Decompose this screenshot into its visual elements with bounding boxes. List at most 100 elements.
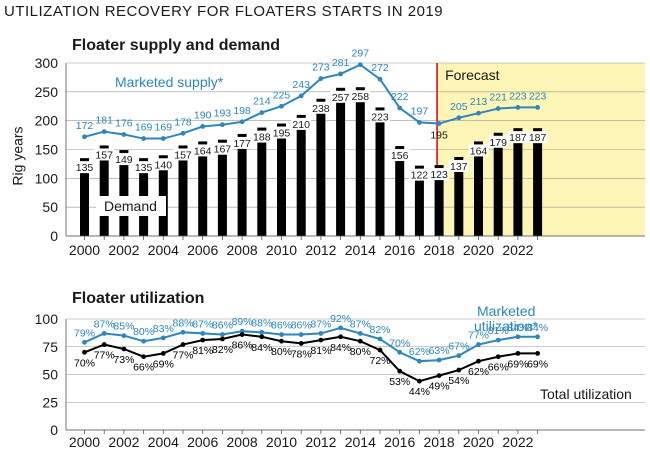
bottom-y-tick-label: 25 bbox=[42, 394, 58, 410]
total-utilization-value-label: 49% bbox=[429, 381, 450, 393]
bottom-x-tick-label: 2002 bbox=[108, 434, 139, 450]
demand-value-label: 188 bbox=[253, 132, 271, 144]
marketed-supply-point bbox=[220, 122, 225, 128]
marketed-supply-value-label: 225 bbox=[273, 89, 291, 101]
top-x-tick-label: 2004 bbox=[148, 242, 179, 258]
total-utilization-value-label: 81% bbox=[310, 345, 331, 357]
bottom-x-tick-label: 2004 bbox=[148, 434, 179, 450]
demand-value-label: 157 bbox=[95, 149, 113, 161]
marketed-utilization-point bbox=[82, 339, 87, 345]
demand-value-label: 210 bbox=[292, 119, 310, 131]
total-utilization-point bbox=[495, 354, 501, 360]
total-utilization-value-label: 62% bbox=[468, 366, 489, 378]
top-y-tick-label: 100 bbox=[35, 170, 59, 186]
top-y-tick-label: 150 bbox=[35, 142, 59, 158]
total-utilization-value-label: 69% bbox=[527, 358, 548, 370]
marketed-utilization-point bbox=[200, 331, 206, 336]
marketed-supply-value-label: 190 bbox=[194, 109, 212, 121]
total-utilization-value-label: 73% bbox=[113, 354, 134, 366]
marketed-supply-point bbox=[397, 105, 403, 111]
total-utilization-point bbox=[357, 338, 363, 344]
marketed-utilization-point bbox=[417, 358, 422, 364]
demand-value-label: 238 bbox=[312, 103, 330, 115]
total-utilization-point bbox=[259, 334, 265, 340]
marketed-supply-point bbox=[338, 71, 343, 77]
marketed-supply-point bbox=[180, 130, 186, 136]
demand-bar bbox=[119, 150, 129, 236]
marketed-utilization-point bbox=[397, 349, 403, 355]
demand-legend-label: Demand bbox=[104, 198, 157, 214]
marketed-utilization-point bbox=[220, 332, 225, 337]
marketed-utilization-value-label: 79% bbox=[74, 327, 95, 339]
marketed-utilization-value-label: 84% bbox=[507, 322, 528, 334]
marketed-supply-value-label: 169 bbox=[135, 122, 153, 134]
demand-value-label: 223 bbox=[371, 111, 389, 123]
demand-label-bg bbox=[350, 90, 371, 103]
marketed-utilization-line bbox=[84, 326, 538, 363]
total-utilization-point bbox=[338, 334, 343, 340]
demand-bar bbox=[355, 87, 365, 236]
marketed-utilization-value-label: 81% bbox=[488, 325, 509, 337]
demand-bar bbox=[414, 165, 424, 236]
marketed-utilization-value-label: 89% bbox=[232, 316, 253, 328]
marketed-utilization-legend-line1: Marketed bbox=[477, 303, 535, 319]
demand-value-label: 177 bbox=[233, 138, 251, 150]
total-utilization-value-label: 77% bbox=[94, 350, 115, 362]
demand-bar bbox=[316, 98, 326, 237]
marketed-utilization-value-label: 80% bbox=[133, 326, 154, 338]
total-utilization-value-label: 84% bbox=[251, 342, 272, 354]
marketed-supply-value-label: 281 bbox=[332, 57, 350, 69]
demand-bar bbox=[336, 87, 346, 237]
marketed-utilization-point bbox=[318, 331, 324, 336]
bottom-x-tick-label: 2014 bbox=[345, 434, 376, 450]
demand-legend-box bbox=[96, 196, 166, 216]
marketed-supply-point bbox=[535, 105, 540, 110]
demand-label-bg bbox=[527, 131, 548, 144]
marketed-supply-value-label: 213 bbox=[470, 96, 488, 108]
demand-label-bg bbox=[370, 110, 390, 123]
demand-label-bg bbox=[507, 131, 528, 144]
total-utilization-value-label: 84% bbox=[330, 342, 351, 354]
marketed-supply-point bbox=[377, 76, 383, 82]
marketed-utilization-point bbox=[141, 338, 147, 344]
total-utilization-value-label: 66% bbox=[133, 362, 154, 374]
marketed-supply-line bbox=[84, 63, 538, 140]
total-utilization-point bbox=[535, 351, 540, 356]
marketed-utilization-value-label: 70% bbox=[389, 337, 410, 349]
top-x-tick-label: 2010 bbox=[266, 242, 297, 258]
total-utilization-value-label: 53% bbox=[389, 376, 410, 388]
bottom-x-tick-label: 2010 bbox=[266, 434, 297, 450]
top-x-tick-label: 2002 bbox=[108, 242, 139, 258]
bottom-x-tick-label: 2016 bbox=[384, 434, 415, 450]
marketed-utilization-point bbox=[515, 334, 521, 340]
marketed-supply-value-label: 197 bbox=[411, 105, 429, 117]
marketed-utilization-value-label: 87% bbox=[94, 318, 115, 330]
bottom-x-tick-label: 2000 bbox=[69, 434, 100, 450]
demand-label-bg bbox=[310, 101, 331, 114]
total-utilization-point bbox=[101, 342, 107, 347]
marketed-utilization-value-label: 92% bbox=[330, 313, 351, 325]
marketed-supply-value-label: 181 bbox=[95, 115, 113, 127]
demand-bar bbox=[375, 107, 385, 236]
marketed-supply-value-label: 222 bbox=[391, 91, 409, 103]
total-utilization-value-label: 77% bbox=[172, 350, 193, 362]
demand-bar bbox=[158, 155, 168, 236]
total-utilization-point bbox=[239, 332, 245, 337]
total-utilization-value-label: 54% bbox=[448, 375, 469, 387]
marketed-utilization-value-label: 87% bbox=[192, 318, 213, 330]
marketed-utilization-point bbox=[377, 336, 383, 342]
marketed-supply-point bbox=[456, 115, 462, 121]
demand-label-bg bbox=[468, 144, 489, 157]
demand-value-label: 122 bbox=[411, 170, 429, 182]
marketed-utilization-value-label: 86% bbox=[271, 320, 292, 332]
demand-value-label: 195 bbox=[273, 128, 291, 140]
total-utilization-point bbox=[456, 367, 462, 373]
marketed-utilization-value-label: 83% bbox=[153, 323, 174, 335]
demand-label-bg bbox=[429, 168, 450, 181]
total-utilization-value-label: 72% bbox=[369, 355, 390, 367]
demand-value-label: 167 bbox=[214, 144, 232, 156]
bottom-x-tick-label: 2006 bbox=[187, 434, 218, 450]
demand-value-label: 257 bbox=[332, 92, 350, 104]
marketed-supply-value-label: 272 bbox=[371, 62, 389, 74]
demand-label-bg bbox=[153, 158, 174, 171]
